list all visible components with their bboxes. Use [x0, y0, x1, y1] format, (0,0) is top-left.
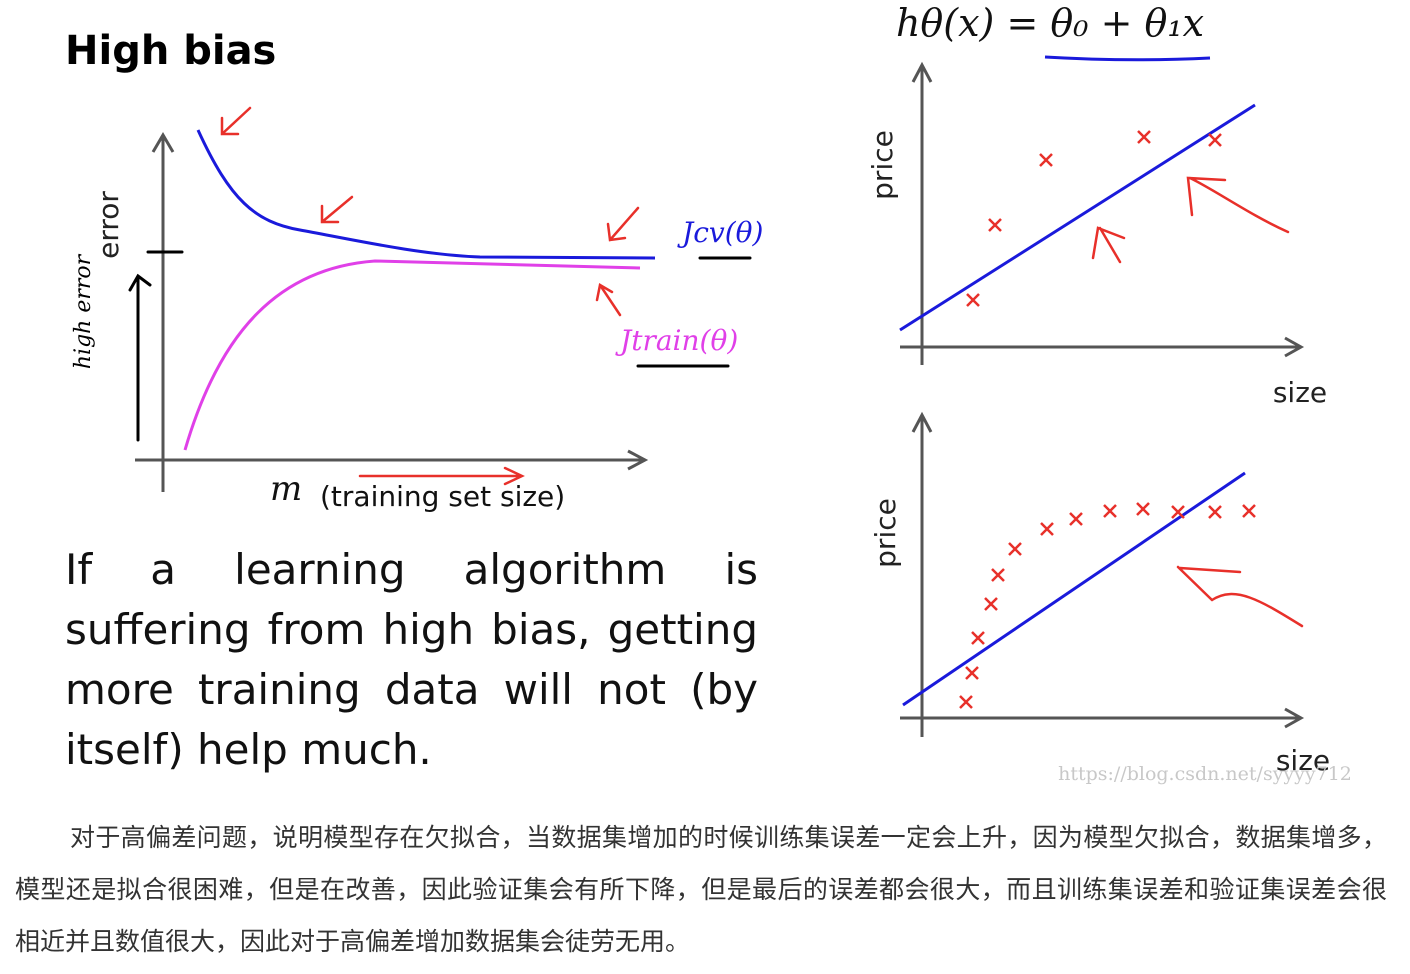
- red-arrow: [1186, 176, 1290, 234]
- statement: If a learning algorithm is suffering fro…: [65, 545, 758, 774]
- label-underline: [636, 256, 752, 368]
- x-axis: [135, 449, 649, 471]
- slide: High bias error high error m (training s…: [65, 1, 1352, 785]
- point: [1241, 503, 1257, 519]
- point: [958, 694, 974, 710]
- point: [1007, 541, 1023, 557]
- y-axis: [151, 132, 175, 492]
- x-axis: [900, 336, 1305, 358]
- fit-line: [899, 103, 1256, 332]
- y-axis-label: error: [92, 191, 125, 259]
- red-arrow: [358, 466, 525, 486]
- red-arrow: [1091, 226, 1126, 264]
- fit-line: [902, 471, 1246, 707]
- top-plot: hθ(x) = θ₀ + θ₁x price size: [866, 1, 1327, 409]
- point: [965, 292, 981, 308]
- red-arrow: [220, 106, 252, 136]
- point: [1039, 521, 1055, 537]
- cv-curve: [196, 129, 656, 260]
- error-arrow: [128, 273, 152, 442]
- point: [1136, 129, 1152, 145]
- caption: 对于高偏差问题，说明模型存在欠拟合，当数据集增加的时候训练集误差一定会上升，因为…: [15, 823, 1387, 956]
- red-arrow: [1176, 565, 1304, 628]
- x-axis-label: (training set size): [320, 480, 565, 513]
- point: [964, 665, 980, 681]
- x-symbol: m: [270, 469, 302, 509]
- point: [1170, 504, 1186, 520]
- cv-label: Jcv(θ): [677, 216, 763, 249]
- watermark: https://blog.csdn.net/syyyy712: [1058, 763, 1352, 785]
- red-arrow: [595, 283, 622, 317]
- data-points: [965, 129, 1223, 308]
- y-axis-label: price: [869, 498, 902, 568]
- y-axis-label: price: [866, 130, 899, 200]
- train-curve: [183, 259, 641, 451]
- hypothesis-underline: [1044, 55, 1211, 62]
- hand-annotation: high error: [71, 253, 96, 369]
- point: [970, 630, 986, 646]
- x-axis: [900, 707, 1305, 729]
- bottom-plot: price size https://blog.csdn.net/syyyy71…: [869, 411, 1352, 785]
- train-label: Jtrain(θ): [615, 324, 738, 357]
- point: [1207, 504, 1223, 520]
- point: [990, 567, 1006, 583]
- point: [1135, 501, 1151, 517]
- point: [987, 217, 1003, 233]
- x-axis-label: size: [1276, 744, 1330, 777]
- point: [1207, 132, 1223, 148]
- y-axis: [911, 411, 933, 737]
- data-points: [958, 501, 1257, 710]
- x-axis-label: size: [1273, 376, 1327, 409]
- point: [983, 596, 999, 612]
- red-arrow: [606, 206, 640, 242]
- slide-title: High bias: [65, 28, 276, 74]
- learning-curve: error high error m (training set size) J…: [71, 106, 763, 513]
- point: [1038, 152, 1054, 168]
- red-arrow: [320, 195, 354, 224]
- point: [1068, 511, 1084, 527]
- hypothesis: hθ(x) = θ₀ + θ₁x: [896, 1, 1204, 45]
- point: [1102, 503, 1118, 519]
